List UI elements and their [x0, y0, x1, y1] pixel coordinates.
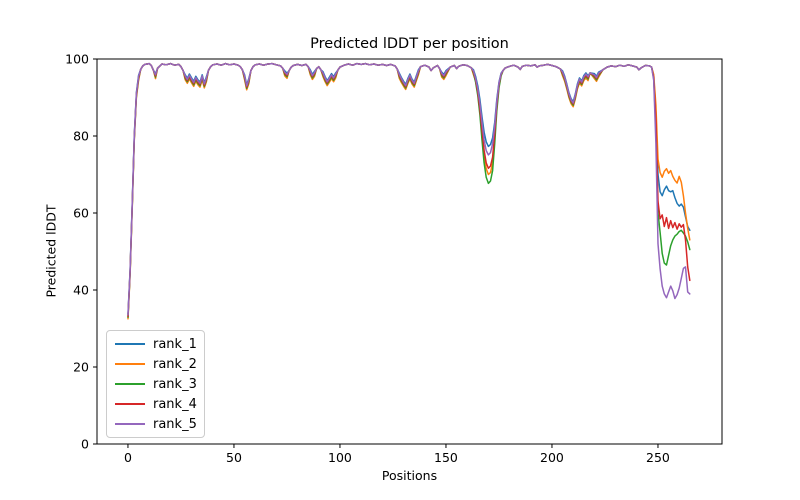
x-tick-label: 250	[646, 450, 670, 465]
series-line-rank_2	[127, 62, 691, 320]
x-tick-label: 100	[328, 450, 352, 465]
y-tick-label: 100	[65, 52, 89, 67]
legend-line-swatch-rank_2	[115, 363, 145, 365]
legend-line-swatch-rank_1	[115, 343, 145, 345]
axes-frame	[96, 58, 723, 445]
legend-line-swatch-rank_3	[115, 383, 145, 385]
legend-label-rank_5: rank_5	[153, 416, 197, 432]
legend-item-rank_1: rank_1	[115, 336, 197, 352]
y-tick-label: 60	[73, 206, 89, 221]
chart-title: Predicted lDDT per position	[310, 36, 509, 52]
y-axis-label: Predicted lDDT	[43, 204, 59, 298]
series-line-rank_3	[127, 62, 691, 319]
x-tick-label: 50	[226, 450, 242, 465]
legend: rank_1 rank_2 rank_3 rank_4 rank_5	[106, 330, 205, 438]
y-tick-label: 40	[73, 283, 89, 298]
legend-label-rank_2: rank_2	[153, 356, 197, 372]
series-line-rank_4	[127, 62, 691, 317]
legend-item-rank_3: rank_3	[115, 376, 197, 392]
legend-label-rank_3: rank_3	[153, 376, 197, 392]
x-tick-label: 150	[434, 450, 458, 465]
legend-label-rank_1: rank_1	[153, 336, 197, 352]
series-line-rank_5	[127, 62, 691, 316]
legend-item-rank_4: rank_4	[115, 396, 197, 412]
legend-line-swatch-rank_5	[115, 423, 145, 425]
y-tick-label: 20	[73, 360, 89, 375]
x-tick-label: 0	[124, 450, 132, 465]
legend-item-rank_2: rank_2	[115, 356, 197, 372]
y-tick-label: 0	[81, 437, 89, 452]
legend-label-rank_4: rank_4	[153, 396, 197, 412]
x-tick-label: 200	[540, 450, 564, 465]
y-tick-label: 80	[73, 129, 89, 144]
legend-item-rank_5: rank_5	[115, 416, 197, 432]
legend-line-swatch-rank_4	[115, 403, 145, 405]
x-axis-label: Positions	[381, 468, 438, 483]
series-line-rank_1	[127, 62, 691, 315]
